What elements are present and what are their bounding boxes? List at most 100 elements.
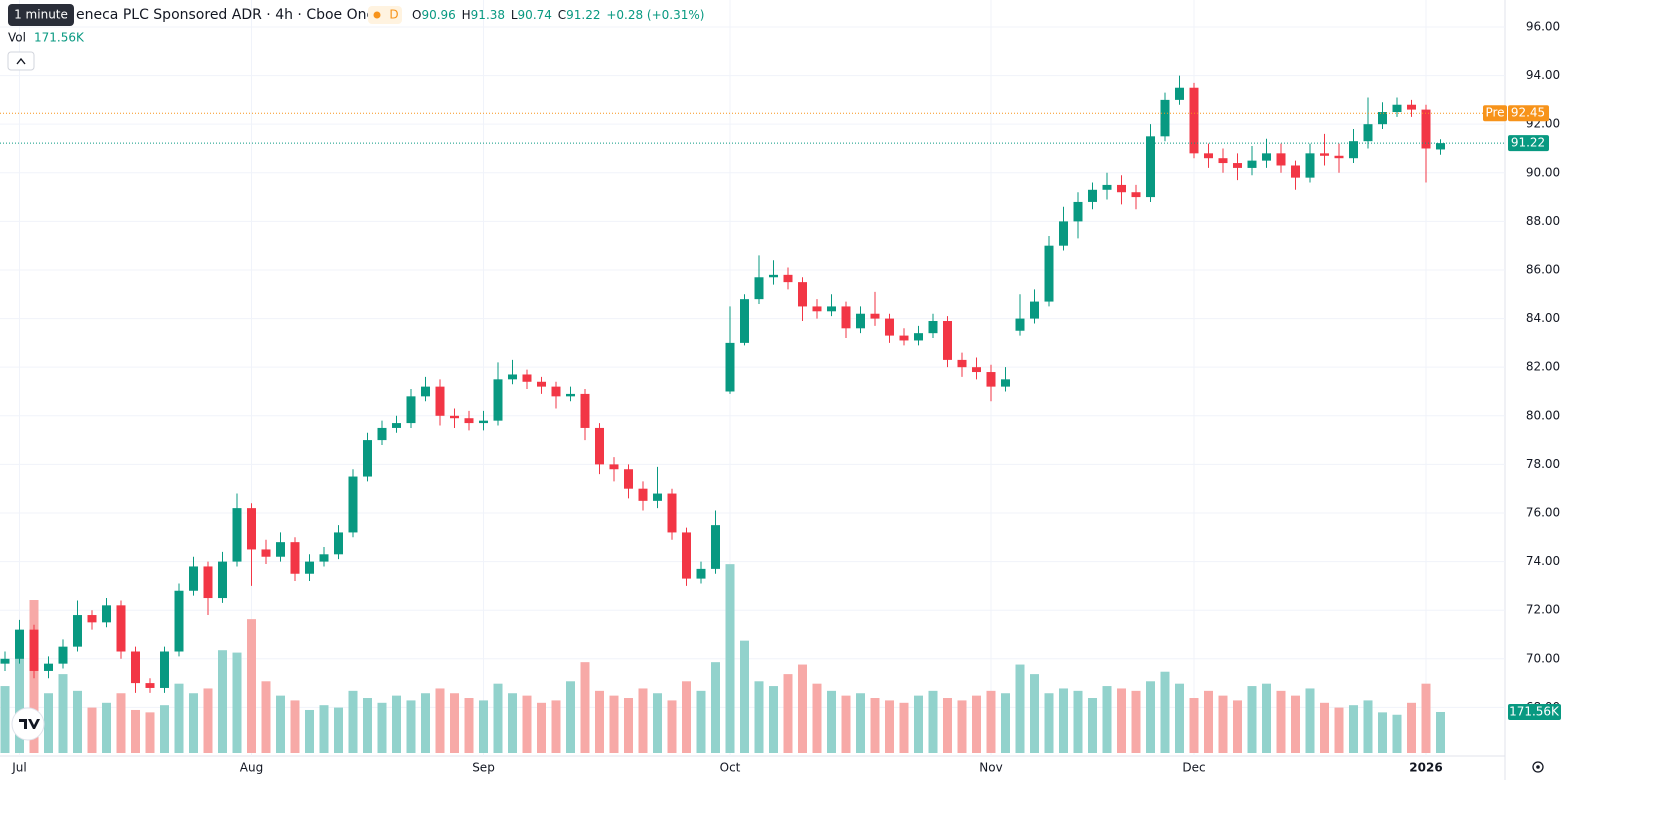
volume-bar [1102, 686, 1112, 753]
volume-bar [899, 702, 909, 753]
volume-bar [1407, 702, 1416, 753]
volume-bar [1204, 690, 1213, 753]
volume-bar [1421, 683, 1431, 753]
x-tick-label: Dec [1182, 761, 1205, 775]
volume-bar [885, 700, 894, 753]
volume-bar [1001, 693, 1010, 753]
candle-body [1392, 104, 1402, 113]
candle-body [1131, 192, 1141, 198]
logo-mark [19, 719, 40, 729]
volume-bar [566, 681, 575, 753]
ohlc-label: O [412, 8, 421, 22]
volume-bar [653, 693, 662, 753]
candle-body [406, 396, 416, 424]
candle-body [551, 386, 561, 397]
candle-body [1189, 87, 1199, 154]
candle-body [1262, 153, 1271, 161]
volume-bar [1044, 693, 1054, 753]
candle-body [725, 342, 735, 392]
candle-body [624, 469, 633, 489]
candle-body [1001, 379, 1010, 387]
candle-body [711, 525, 720, 569]
volume-bar [957, 700, 967, 753]
y-tick-label: 86.00 [1526, 262, 1560, 276]
candle-body [334, 532, 343, 555]
volume-bar [928, 690, 938, 753]
candle-body [1015, 318, 1025, 331]
volume-bar [1363, 700, 1373, 753]
volume-bar [537, 702, 546, 753]
volume-bar [914, 695, 923, 753]
candle-body [348, 476, 358, 533]
candle-body [885, 318, 894, 336]
volume-bar [551, 700, 561, 753]
y-tick-label: 84.00 [1526, 311, 1560, 325]
volume-bar [174, 683, 184, 753]
settings-icon-dot [1536, 765, 1540, 769]
candle-body [827, 306, 836, 312]
volume-bar [102, 702, 111, 753]
candle-body [1146, 136, 1155, 198]
candle-body [667, 493, 677, 533]
candle-body [1073, 201, 1083, 222]
volume-bar [116, 693, 126, 753]
volume-bar [1392, 714, 1402, 753]
volume-bar [682, 681, 691, 753]
volume-bar [1117, 688, 1126, 753]
y-tick-label: 76.00 [1526, 505, 1560, 519]
volume-bar [624, 698, 633, 753]
overlay-layer: 68.0070.0072.0074.0076.0078.0080.0082.00… [0, 19, 1561, 775]
volume-bar [1160, 671, 1170, 753]
volume-bar [725, 564, 735, 753]
volume-bar [44, 693, 53, 753]
volume-bar [479, 700, 488, 753]
y-tick-label: 74.00 [1526, 554, 1560, 568]
volume-bar [203, 688, 213, 753]
candle-body [508, 374, 517, 380]
candle-body [189, 566, 198, 591]
candle-body [856, 313, 865, 329]
volume-bar [87, 707, 97, 753]
candle-body [319, 554, 329, 562]
y-tick-label: 82.00 [1526, 360, 1560, 374]
volume-bar [1291, 695, 1300, 753]
settings-icon[interactable] [1532, 761, 1544, 773]
candle-body [102, 605, 111, 623]
volume-bar [131, 709, 140, 753]
last-price-badge [1508, 135, 1549, 152]
volume-bar [972, 695, 981, 753]
volume-bar [754, 681, 764, 753]
candle-body [1276, 153, 1286, 166]
volume-bar [145, 712, 155, 753]
candle-body [1030, 301, 1039, 319]
volume-bar [522, 695, 532, 753]
volume-bar [160, 705, 169, 753]
candle-body [44, 663, 53, 671]
collapse-button[interactable] [7, 51, 35, 71]
volume-bar [1349, 705, 1358, 753]
session-badge [368, 6, 402, 24]
volume-bar [421, 693, 430, 753]
y-tick-label: 78.00 [1526, 457, 1560, 471]
candle-body [1407, 104, 1416, 110]
volume-bar [232, 652, 242, 753]
volume-bar [1320, 702, 1329, 753]
x-tick-label: 2026 [1409, 761, 1442, 775]
volume-bar [769, 686, 778, 753]
candle-body [15, 629, 24, 659]
candle-body [682, 532, 691, 579]
interval-badge: D [389, 8, 398, 22]
candle-body [1378, 112, 1387, 125]
candle-body [566, 393, 575, 397]
volume-bar [1059, 688, 1068, 753]
volume-bar [435, 688, 445, 753]
volume-bar [1146, 681, 1155, 753]
logo[interactable] [11, 707, 45, 741]
candle-body [203, 566, 213, 599]
volume-bar [798, 664, 807, 753]
candle-body [972, 367, 981, 373]
volume-bar [15, 652, 24, 753]
volume-bar [827, 690, 836, 753]
volume-title: Vol [8, 31, 26, 45]
candle-body [73, 615, 82, 647]
